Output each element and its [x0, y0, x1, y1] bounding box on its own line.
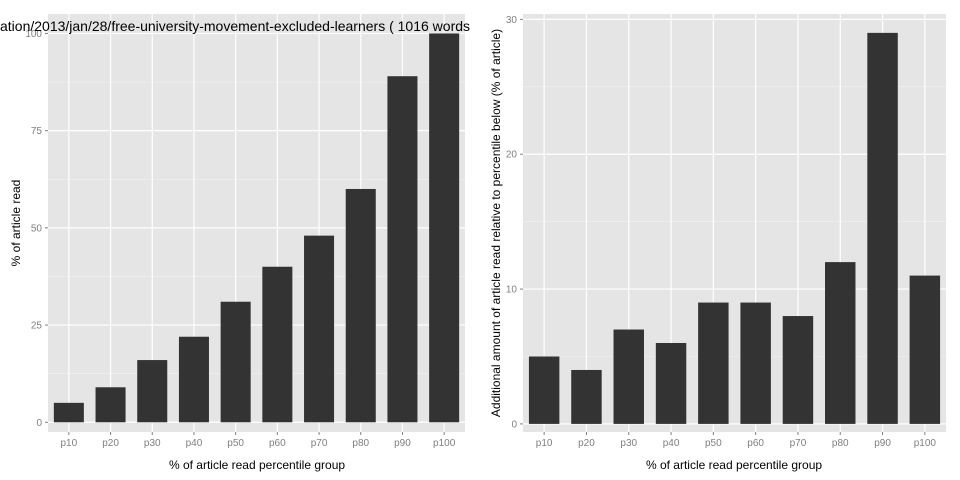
bar-p80	[345, 188, 376, 423]
bar-p60	[740, 302, 771, 424]
x-tick-label: p10	[536, 438, 553, 449]
y-tick-label: 0	[511, 419, 517, 430]
x-tick-label: p30	[144, 438, 161, 449]
y-tick-label: 0	[36, 418, 42, 429]
bar-p90	[867, 32, 898, 424]
x-tick-labels: p10 p20 p30 p40 p50 p60 p70 p80 p90 p100	[536, 432, 937, 449]
x-tick-label: p60	[269, 438, 286, 449]
y-tick-label: 20	[506, 150, 518, 161]
bar-p70	[782, 316, 814, 424]
x-axis-label: % of article read percentile group	[169, 458, 345, 472]
bar-p20	[95, 387, 126, 423]
y-tick-label: 10	[506, 285, 518, 296]
x-tick-label: p70	[311, 438, 328, 449]
x-tick-label: p20	[102, 438, 119, 449]
x-tick-label: p40	[186, 438, 203, 449]
bar-p20	[571, 369, 602, 424]
x-tick-label: p40	[663, 438, 680, 449]
x-tick-label: p80	[832, 438, 849, 449]
chart-title: ation/2013/jan/28/free-university-moveme…	[0, 18, 470, 34]
bar-p90	[387, 76, 418, 423]
y-tick-labels: 0 25 50 75 100	[25, 29, 48, 429]
x-tick-label: p50	[227, 438, 244, 449]
bar-p70	[304, 235, 335, 423]
x-tick-label: p70	[790, 438, 807, 449]
y-axis-label: % of article read	[9, 180, 23, 267]
x-tick-label: p90	[394, 438, 411, 449]
bar-p60	[262, 266, 293, 423]
x-tick-label: p10	[61, 438, 78, 449]
x-axis-label: % of article read percentile group	[646, 458, 822, 472]
y-tick-label: 75	[31, 126, 43, 137]
x-tick-label: p80	[352, 438, 369, 449]
y-axis-label: Additional amount of article read relati…	[489, 29, 503, 417]
bar-p50	[220, 301, 251, 423]
bar-p40	[178, 336, 209, 423]
bars	[53, 33, 460, 423]
bars	[528, 32, 941, 424]
x-tick-label: p100	[914, 438, 937, 449]
bar-p10	[528, 356, 560, 424]
x-tick-label: p90	[874, 438, 891, 449]
bar-p40	[655, 343, 687, 424]
x-tick-label: p100	[433, 438, 456, 449]
x-tick-label: p30	[620, 438, 637, 449]
y-tick-label: 30	[506, 15, 518, 26]
x-tick-label: p60	[747, 438, 764, 449]
x-tick-label: p50	[705, 438, 722, 449]
y-tick-label: 100	[25, 29, 42, 40]
bar-p100	[429, 33, 460, 423]
y-tick-label: 50	[31, 223, 43, 234]
bar-p30	[613, 329, 644, 424]
x-tick-labels: p10 p20 p30 p40 p50 p60 p70 p80 p90 p100	[61, 432, 456, 449]
bar-p30	[137, 360, 168, 423]
bar-p100	[909, 275, 941, 424]
y-tick-labels: 0 10 20 30	[506, 15, 523, 430]
x-tick-label: p20	[578, 438, 595, 449]
bar-p80	[825, 262, 856, 424]
y-tick-label: 25	[31, 321, 43, 332]
bar-p10	[53, 402, 84, 423]
bar-p50	[698, 302, 729, 424]
